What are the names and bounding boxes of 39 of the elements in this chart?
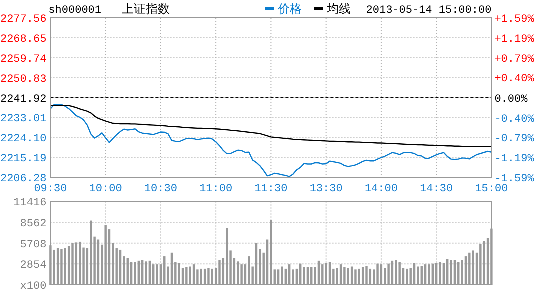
x-tick-label: 11:00 (200, 184, 233, 196)
y-tick-label: 2241.92 (0, 94, 47, 106)
y-tick-label: 2277.56 (0, 14, 47, 26)
legend-label: 均线 (326, 2, 351, 16)
y-tick-label: 5708 (20, 239, 47, 252)
x-tick-label: 10:30 (144, 184, 178, 196)
y-tick-label: x100 (20, 281, 47, 293)
x-tick-label: 15:00 (475, 184, 508, 196)
y-tick-label: 2206.28 (0, 174, 47, 186)
y-tick-label: 2215.19 (0, 154, 47, 166)
y-tick-label: 2854 (20, 260, 48, 272)
line-series (50, 104, 492, 178)
y2-tick-label: 0.00% (494, 94, 528, 106)
y-tick-label: 2224.10 (0, 134, 47, 146)
y-tick-label: 8562 (20, 218, 47, 231)
x-tick-label: 14:30 (420, 184, 454, 196)
y2-tick-label: -0.79% (494, 133, 535, 146)
y2-tick-label: +0.40% (494, 74, 535, 86)
y2-tick-label: -0.40% (494, 114, 535, 126)
chart-title: 上证指数 (122, 2, 170, 16)
text: 2013-05-14 15:00:00 (366, 5, 492, 17)
x-tick-label: 09:30 (34, 184, 68, 196)
y2-tick-label: -1.59% (494, 174, 535, 186)
y2-tick-label: +0.79% (494, 54, 535, 66)
y-tick-label: 2233.01 (0, 114, 48, 126)
x-tick-label: 11:30 (254, 184, 288, 196)
legend-label: 价格 (277, 2, 302, 16)
chart-subtitle: sh000001 (48, 5, 102, 17)
y2-tick-label: +1.19% (494, 34, 535, 46)
line-series (50, 105, 492, 148)
y-tick-label: 11416 (14, 198, 47, 210)
x-tick-label: 13:30 (310, 184, 343, 196)
y-tick-label: 2268.65 (0, 34, 47, 46)
y-tick-label: 2259.74 (0, 54, 48, 66)
x-tick-label: 14:00 (364, 184, 398, 196)
y2-tick-label: +1.59% (494, 14, 535, 26)
y-tick-label: 2250.83 (0, 74, 47, 86)
y2-tick-label: -1.19% (494, 153, 535, 166)
x-tick-label: 10:00 (89, 184, 122, 196)
